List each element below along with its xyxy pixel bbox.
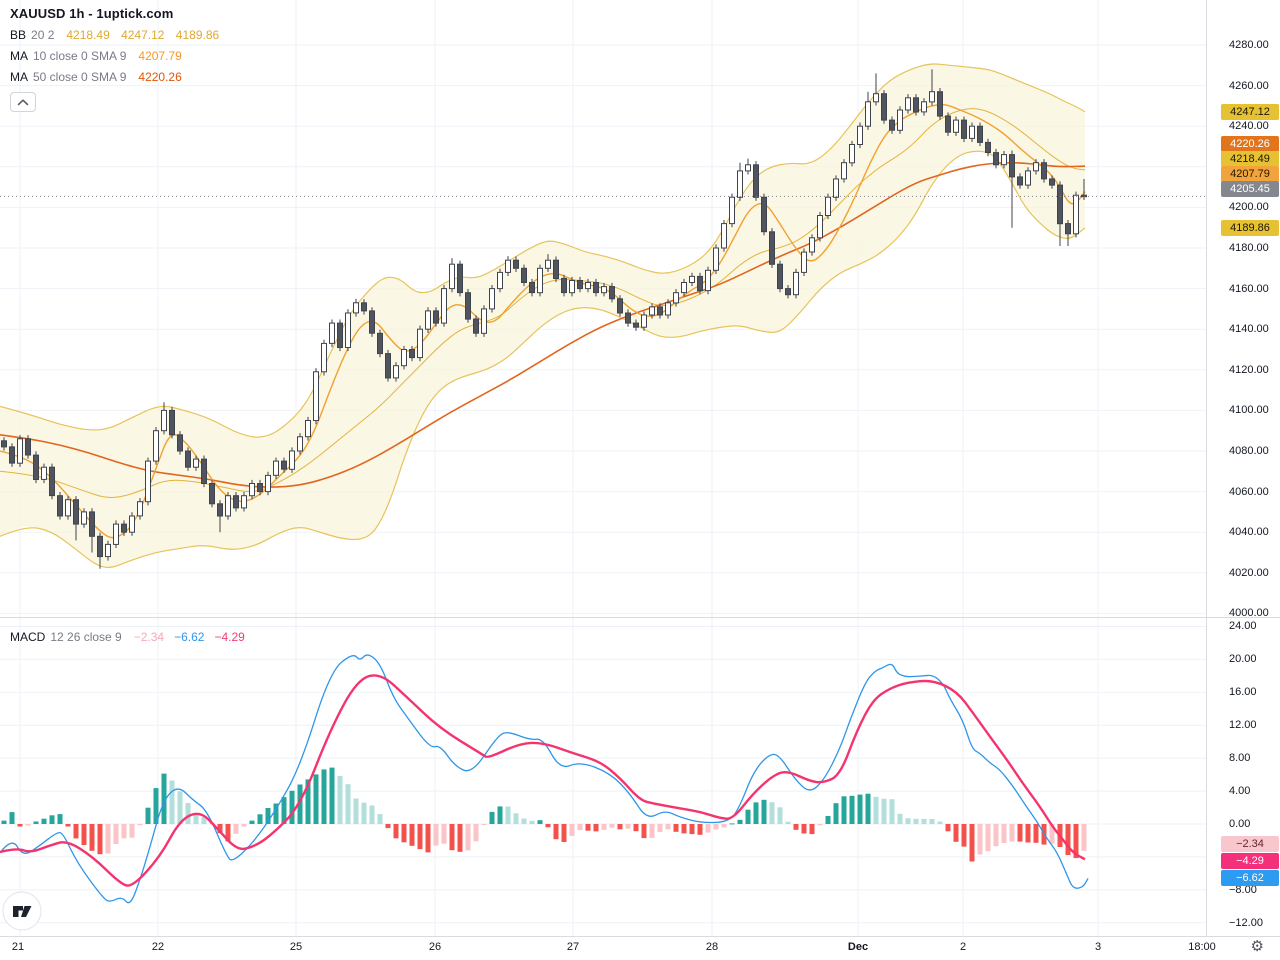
macd-params: 12 26 close 9 (50, 630, 122, 644)
macd-tick: 24.00 (1229, 620, 1257, 633)
time-label: Dec (847, 941, 869, 953)
price-tick: 4060.00 (1229, 485, 1269, 498)
axis-price-badge: 4205.45 (1221, 181, 1279, 197)
price-tick: 4120.00 (1229, 363, 1269, 376)
bb-params: 20 2 (31, 28, 55, 42)
price-tick: 4100.00 (1229, 404, 1269, 417)
price-tick: 4160.00 (1229, 282, 1269, 295)
ma10-name: MA (10, 49, 28, 63)
price-tick: 4260.00 (1229, 79, 1269, 92)
legend-macd: MACD 12 26 close 9 −2.34 −6.62 −4.29 (10, 630, 245, 644)
time-label: 18:00 (1188, 941, 1216, 953)
time-label: 3 (1094, 941, 1102, 953)
macd-signal-value: −4.29 (214, 630, 245, 644)
macd-tick: −12.00 (1229, 916, 1263, 929)
axis-price-badge: 4207.79 (1221, 166, 1279, 182)
macd-tick: −8.00 (1229, 883, 1257, 896)
bb-values: 4218.49 4247.12 4189.86 (66, 28, 220, 42)
price-tick: 4180.00 (1229, 242, 1269, 254)
price-tick: 4280.00 (1229, 39, 1269, 51)
macd-tick: 20.00 (1229, 653, 1257, 666)
ma50-params: 50 close 0 SMA 9 (33, 70, 127, 84)
macd-tick: 16.00 (1229, 686, 1257, 699)
bb-name: BB (10, 28, 27, 42)
tradingview-logo-icon (2, 891, 42, 931)
chevron-up-icon (17, 99, 29, 106)
price-tick: 4040.00 (1229, 526, 1269, 539)
time-label: 22 (151, 941, 165, 953)
tradingview-logo[interactable] (2, 891, 42, 931)
indicator-row-ma50[interactable]: MA 50 close 0 SMA 9 4220.26 (10, 70, 219, 84)
ma50-name: MA (10, 70, 28, 84)
price-tick: 4200.00 (1229, 201, 1269, 214)
time-label: 2 (959, 941, 967, 953)
ma10-params: 10 close 0 SMA 9 (33, 49, 127, 63)
macd-tick: 4.00 (1229, 785, 1251, 798)
bb-band-fill (0, 63, 1085, 569)
price-tick: 4020.00 (1229, 566, 1269, 579)
panel-separators (0, 0, 1280, 937)
axis-price-badge: 4189.86 (1221, 220, 1279, 236)
candles-layer (1, 69, 1087, 569)
time-label: 28 (705, 941, 719, 953)
price-tick: 4140.00 (1229, 323, 1269, 336)
price-tick: 4240.00 (1229, 120, 1269, 133)
axis-price-badge: −6.62 (1221, 870, 1279, 886)
ma10-value: 4207.79 (138, 49, 182, 63)
macd-name: MACD (10, 630, 46, 644)
ma50-value: 4220.26 (138, 70, 182, 84)
symbol-title[interactable]: XAUUSD 1h - 1uptick.com (10, 6, 174, 21)
macd-line (0, 654, 1089, 904)
collapse-legend-button[interactable] (10, 92, 36, 112)
indicator-row-ma10[interactable]: MA 10 close 0 SMA 9 4207.79 (10, 49, 219, 63)
macd-histogram (1, 767, 1087, 862)
price-tick: 4080.00 (1229, 445, 1269, 457)
macd-signal-line (0, 674, 1086, 887)
macd-tick: 8.00 (1229, 752, 1251, 765)
time-label: 26 (428, 941, 442, 953)
bb-lower-line (0, 150, 1086, 568)
macd-tick: 12.00 (1229, 719, 1257, 732)
time-label: 27 (566, 941, 580, 953)
axis-price-badge: 4218.49 (1221, 151, 1279, 167)
indicator-row-macd[interactable]: MACD 12 26 close 9 −2.34 −6.62 −4.29 (10, 630, 245, 644)
time-label: 25 (289, 941, 303, 953)
indicator-row-bb[interactable]: BB 20 2 4218.49 4247.12 4189.86 (10, 28, 219, 42)
axis-price-badge: −2.34 (1221, 836, 1279, 852)
bb-upper-line (0, 63, 1086, 438)
macd-line-value: −6.62 (174, 630, 205, 644)
time-label: 21 (11, 941, 25, 953)
legend-main: XAUUSD 1h - 1uptick.com BB 20 2 4218.49 42… (10, 6, 219, 112)
macd-tick: 0.00 (1229, 818, 1251, 830)
axis-price-badge: 4220.26 (1221, 136, 1279, 152)
price-tick: 4000.00 (1229, 607, 1269, 620)
axis-price-badge: 4247.12 (1221, 104, 1279, 120)
axis-price-badge: −4.29 (1221, 853, 1279, 869)
macd-hist-value: −2.34 (133, 630, 165, 644)
settings-gear-icon[interactable]: ⚙ (1250, 937, 1264, 955)
